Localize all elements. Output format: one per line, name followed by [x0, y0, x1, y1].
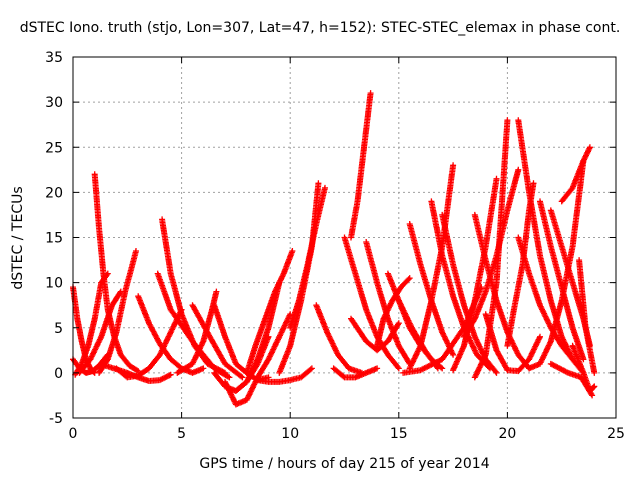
y-tick-label: 30	[45, 95, 63, 111]
data-point	[133, 367, 140, 374]
data-point	[163, 373, 170, 380]
y-axis-label: dSTEC / TECUs	[10, 186, 26, 290]
data-point	[308, 365, 315, 372]
x-axis-label: GPS time / hours of day 215 of year 2014	[199, 456, 490, 472]
y-tick-label: 10	[45, 276, 63, 292]
x-tick-label: 20	[498, 426, 516, 442]
data-point	[394, 364, 401, 371]
y-tick-label: -5	[49, 411, 63, 427]
data-point	[238, 373, 245, 380]
data-point	[374, 365, 381, 372]
data-point	[239, 374, 246, 381]
data-point	[395, 321, 401, 328]
data-point	[307, 366, 314, 373]
data-point	[200, 365, 207, 372]
data-point	[213, 288, 220, 295]
y-tick-label: 5	[54, 321, 63, 337]
data-point	[322, 184, 328, 191]
data-series	[70, 90, 598, 408]
data-point	[166, 372, 173, 379]
data-point	[395, 320, 402, 327]
y-tick-label: 15	[45, 231, 63, 247]
data-point	[167, 371, 174, 378]
data-point	[438, 364, 444, 371]
y-tick-label: 25	[45, 140, 63, 156]
data-point	[367, 90, 374, 97]
data-point	[226, 374, 233, 381]
data-point	[395, 365, 402, 372]
data-point	[289, 248, 296, 254]
y-tick-label: 35	[45, 50, 63, 66]
data-point	[340, 373, 347, 380]
data-point	[133, 248, 139, 254]
data-point	[104, 357, 110, 364]
data-point	[405, 276, 412, 283]
data-point	[315, 180, 322, 187]
x-tick-label: 15	[390, 426, 408, 442]
x-tick-label: 10	[281, 426, 299, 442]
y-tick-label: 0	[54, 366, 63, 382]
x-tick-label: 0	[69, 426, 78, 442]
chart-title: dSTEC Iono. truth (stjo, Lon=307, Lat=47…	[19, 20, 621, 36]
x-tick-label: 5	[177, 426, 186, 442]
data-point	[272, 288, 278, 295]
data-point	[406, 275, 413, 282]
y-tick-label: 20	[45, 185, 63, 201]
data-point	[225, 373, 232, 380]
data-point	[439, 365, 446, 372]
x-tick-label: 25	[607, 426, 625, 442]
